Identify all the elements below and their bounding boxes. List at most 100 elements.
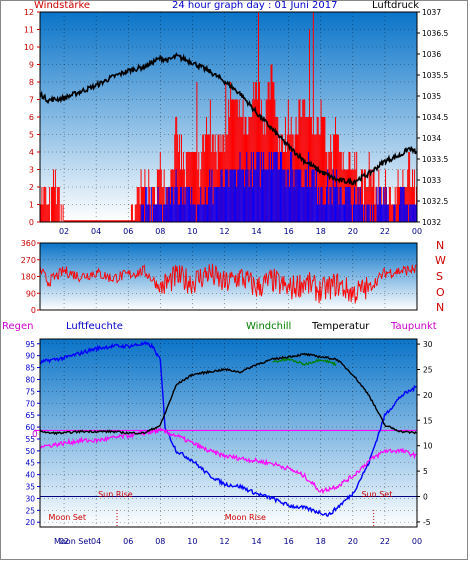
x-tick-label: 16 — [284, 537, 294, 546]
rain-legend: Regen — [2, 321, 34, 332]
x-tick-label: 16 — [284, 227, 294, 236]
panel-border-3 — [39, 338, 418, 528]
x-tick-label: 06 — [123, 537, 133, 546]
windchill-line — [272, 357, 337, 367]
humidity-tick-label: 50 — [25, 447, 35, 456]
wind-tick-label: 12 — [24, 8, 34, 17]
humidity-tick-label: 40 — [25, 471, 35, 480]
pressure-axis-title: Luftdruck — [372, 0, 420, 11]
direction-label-n1: N — [436, 239, 445, 252]
direction-tick-label: 360 — [21, 239, 36, 248]
moon-rise-annotation: Moon Rise — [225, 513, 266, 522]
direction-tick-label: 180 — [21, 273, 36, 282]
wind-tick-label: 1 — [29, 201, 34, 210]
pressure-tick-label: 1036 — [422, 50, 441, 59]
pressure-tick-label: 1034 — [422, 134, 441, 143]
x-tick-label: 18 — [316, 537, 326, 546]
wind-axis-title: Windstärke — [34, 0, 91, 11]
wind-tick-label: 6 — [29, 113, 34, 122]
rain-zero-label: 0 — [32, 430, 38, 440]
humidity-tick-label: 30 — [25, 494, 35, 503]
x-tick-label: 20 — [348, 227, 358, 236]
x-tick-label: 22 — [380, 227, 390, 236]
x-tick-label: 00 — [412, 537, 422, 546]
pressure-tick-label: 1034.5 — [422, 113, 448, 122]
humidity-legend: Luftfeuchte — [66, 321, 123, 332]
temperature-tick-label: 30 — [423, 340, 433, 349]
humidity-tick-label: 70 — [25, 399, 35, 408]
wind-tick-label: 2 — [29, 183, 34, 192]
dewpoint-legend: Taupunkt — [391, 321, 437, 332]
sun-set-annotation: Sun Set — [361, 490, 392, 499]
humidity-tick-label: 45 — [25, 459, 35, 468]
direction-tick-label: 270 — [21, 256, 36, 265]
temperature-tick-label: 25 — [423, 365, 433, 374]
x-tick-label: 10 — [187, 227, 197, 236]
humidity-line — [39, 340, 417, 517]
pressure-line — [39, 52, 417, 187]
sun-rise-annotation: Sun Rise — [98, 490, 133, 499]
temperature-tick-label: 15 — [423, 416, 433, 425]
humidity-tick-label: 80 — [25, 375, 35, 384]
x-tick-label: 10 — [187, 537, 197, 546]
x-tick-label: 02 — [59, 537, 69, 546]
pressure-tick-label: 1035 — [422, 92, 441, 101]
humidity-tick-label: 65 — [25, 411, 35, 420]
humidity-tick-label: 20 — [25, 518, 35, 527]
pressure-tick-label: 1037 — [422, 8, 441, 17]
x-tick-label: 12 — [219, 537, 229, 546]
chart-title: 24 hour graph day : 01 Juni 2017 — [172, 0, 338, 11]
direction-tick-label: 90 — [26, 289, 36, 298]
x-tick-label: 08 — [155, 227, 165, 236]
windchill-legend: Windchill — [246, 321, 292, 332]
direction-label-n2: N — [436, 301, 445, 314]
direction-label-o: O — [436, 286, 445, 299]
x-tick-label: 02 — [59, 227, 69, 236]
x-tick-label: 18 — [316, 227, 326, 236]
x-tick-label: 04 — [91, 227, 101, 236]
wind-tick-label: 0 — [29, 218, 34, 227]
pressure-tick-label: 1033 — [422, 176, 441, 185]
temperature-tick-label: 20 — [423, 391, 433, 400]
moon-set-annotation: Moon Set — [49, 513, 86, 522]
direction-tick-label: 0 — [31, 306, 36, 315]
pressure-tick-label: 1032 — [422, 218, 441, 227]
direction-label-s: S — [436, 270, 443, 283]
wind-tick-label: 10 — [24, 43, 34, 52]
wind-tick-label: 3 — [29, 166, 34, 175]
humidity-tick-label: 85 — [25, 364, 35, 373]
dewpoint-line — [39, 427, 417, 495]
x-tick-label: 14 — [251, 227, 261, 236]
humidity-tick-label: 75 — [25, 387, 35, 396]
temperature-tick-label: -5 — [423, 518, 431, 527]
x-tick-label: 14 — [251, 537, 261, 546]
pressure-tick-label: 1033.5 — [422, 155, 448, 164]
temperature-tick-label: 10 — [423, 442, 433, 451]
x-tick-label: 06 — [123, 227, 133, 236]
wind-tick-label: 8 — [29, 78, 34, 87]
temperature-line — [39, 352, 417, 436]
temperature-legend: Temperatur — [312, 321, 370, 332]
humidity-tick-label: 25 — [25, 506, 35, 515]
humidity-tick-label: 55 — [25, 435, 35, 444]
x-tick-label: 08 — [155, 537, 165, 546]
moon-set-axis-annotation: Moon Set — [54, 537, 91, 546]
x-tick-label: 12 — [219, 227, 229, 236]
x-tick-label: 20 — [348, 537, 358, 546]
wind-tick-label: 4 — [29, 148, 34, 157]
x-tick-label: 22 — [380, 537, 390, 546]
humidity-tick-label: 95 — [25, 340, 35, 349]
x-tick-label: 04 — [91, 537, 101, 546]
x-tick-label: 00 — [412, 227, 422, 236]
humidity-tick-label: 60 — [25, 423, 35, 432]
wind-tick-label: 7 — [29, 96, 34, 105]
humidity-tick-label: 90 — [25, 352, 35, 361]
wind-bars — [140, 152, 417, 222]
direction-label-w: W — [435, 254, 446, 267]
temperature-tick-label: 5 — [423, 467, 428, 476]
wind-tick-label: 9 — [29, 61, 34, 70]
humidity-tick-label: 35 — [25, 483, 35, 492]
wind-tick-label: 11 — [24, 26, 34, 35]
wind-direction-line — [39, 263, 417, 304]
